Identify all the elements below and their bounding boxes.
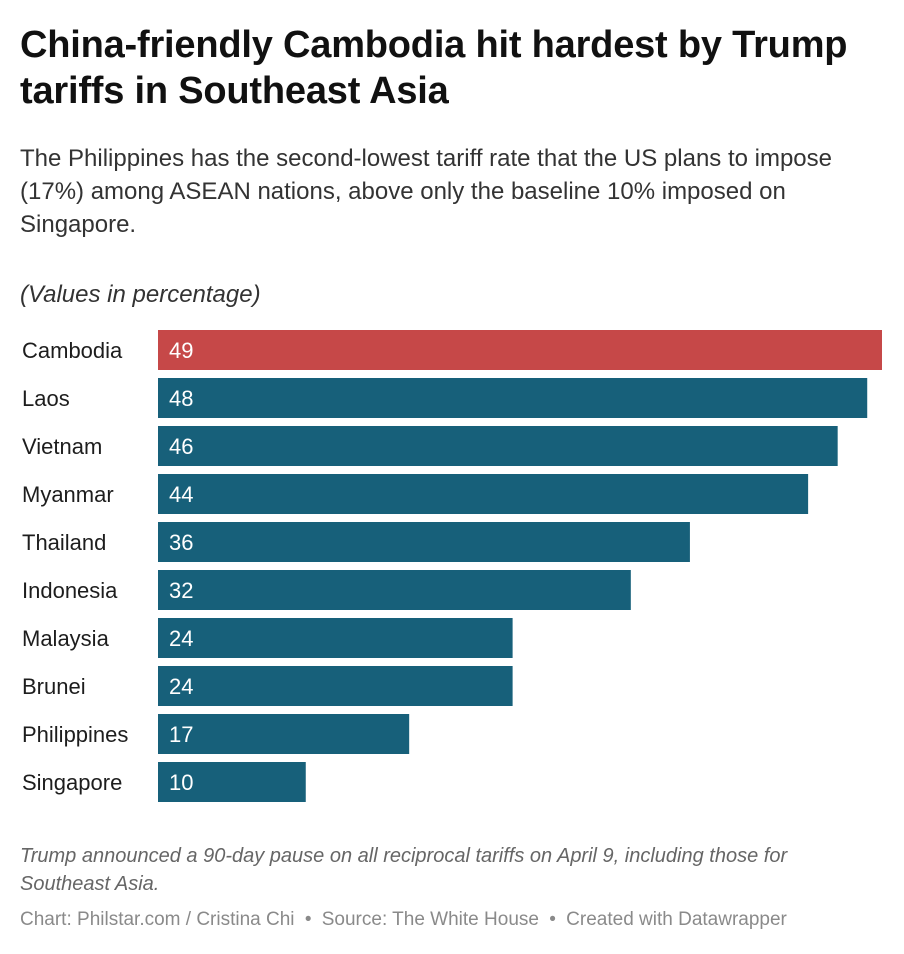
credit-separator: • (549, 909, 556, 930)
value-label: 32 (169, 578, 193, 603)
bar-row-myanmar: Myanmar 44 (22, 474, 809, 514)
bar-row-singapore: Singapore 10 (22, 762, 306, 802)
credit-datawrapper[interactable]: Created with Datawrapper (566, 909, 787, 930)
bar-row-cambodia: Cambodia 49 (22, 330, 882, 370)
value-label: 24 (169, 626, 193, 651)
category-label: Philippines (22, 722, 128, 747)
bar-row-indonesia: Indonesia 32 (22, 570, 631, 610)
bar-row-laos: Laos 48 (22, 378, 868, 418)
value-label: 10 (169, 770, 193, 795)
category-label: Cambodia (22, 338, 123, 363)
bar (158, 426, 838, 466)
bar (158, 570, 631, 610)
value-label: 36 (169, 530, 193, 555)
category-label: Singapore (22, 770, 122, 795)
category-label: Thailand (22, 530, 106, 555)
chart-credits: Chart: Philstar.com / Cristina Chi • Sou… (20, 908, 890, 932)
chart-title: China-friendly Cambodia hit hardest by T… (20, 24, 848, 112)
bar-row-thailand: Thailand 36 (22, 522, 690, 562)
credit-source[interactable]: Source: The White House (321, 909, 539, 930)
bar (158, 474, 809, 514)
bar-row-philippines: Philippines 17 (22, 714, 410, 754)
bar-chart: Cambodia 49 Laos 48 Vietnam 46 Myanmar 44 Thaila… (22, 330, 882, 802)
bar (158, 618, 513, 658)
bar-row-vietnam: Vietnam 46 (22, 426, 838, 466)
bar (158, 666, 513, 706)
value-label: 44 (169, 482, 193, 507)
bar (158, 378, 868, 418)
bar (158, 714, 410, 754)
category-label: Brunei (22, 674, 86, 699)
credit-author[interactable]: Chart: Philstar.com / Cristina Chi (20, 909, 295, 930)
category-label: Malaysia (22, 626, 110, 651)
credit-separator: • (304, 909, 312, 930)
category-label: Vietnam (22, 434, 102, 459)
chart-footnote: Trump announced a 90-day pause on all re… (20, 845, 788, 895)
chart-subtitle: The Philippines has the second-lowest ta… (20, 145, 833, 238)
category-label: Indonesia (22, 578, 118, 603)
value-label: 17 (169, 722, 193, 747)
value-label: 49 (169, 338, 193, 363)
bar (158, 522, 690, 562)
bar (158, 330, 882, 370)
bar (158, 762, 306, 802)
bar-row-malaysia: Malaysia 24 (22, 618, 513, 658)
bar-row-brunei: Brunei 24 (22, 666, 513, 706)
category-label: Myanmar (22, 482, 114, 507)
value-label: 24 (169, 674, 193, 699)
value-label: 48 (169, 386, 193, 411)
units-note: (Values in percentage) (20, 281, 261, 308)
value-label: 46 (169, 434, 193, 459)
category-label: Laos (22, 386, 70, 411)
